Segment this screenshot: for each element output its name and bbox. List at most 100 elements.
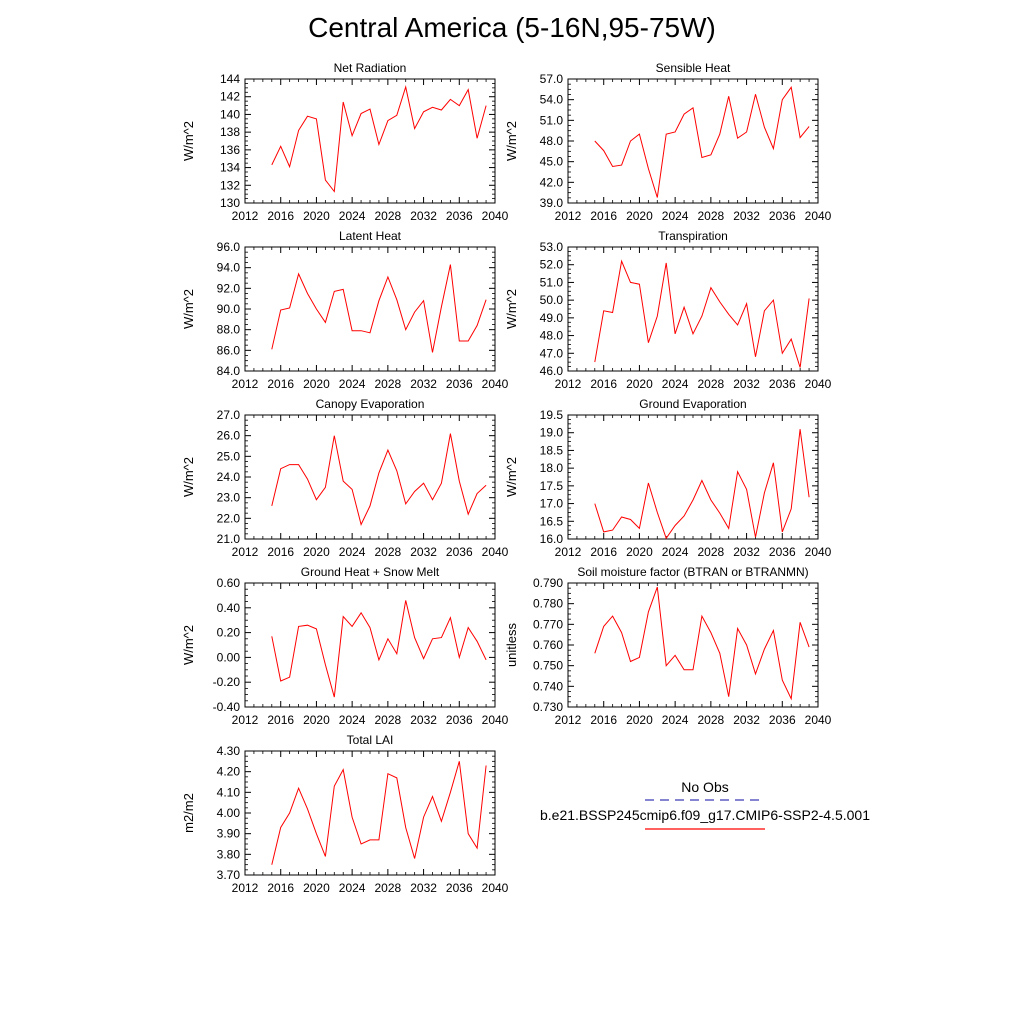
y-tick-label: 39.0	[540, 196, 564, 210]
x-tick-label: 2028	[375, 377, 402, 391]
x-tick-label: 2036	[446, 545, 473, 559]
x-tick-label: 2028	[375, 881, 402, 895]
y-tick-label: 48.0	[540, 134, 564, 148]
series-line	[594, 259, 810, 368]
y-tick-label: 53.0	[540, 240, 564, 254]
x-tick-label: 2036	[769, 545, 796, 559]
x-tick-label: 2012	[232, 209, 259, 223]
x-tick-label: 2032	[733, 713, 760, 727]
y-tick-label: 42.0	[540, 175, 564, 189]
y-tick-label: 48.0	[540, 329, 564, 343]
series-line	[594, 586, 810, 701]
y-tick-label: 96.0	[217, 240, 241, 254]
x-tick-label: 2020	[303, 713, 330, 727]
legend: No Obs b.e21.BSSP245cmip6.f09_g17.CMIP6-…	[540, 779, 870, 830]
y-tick-label: 51.0	[540, 113, 564, 127]
y-tick-label: 84.0	[217, 364, 241, 378]
x-tick-label: 2032	[733, 209, 760, 223]
y-tick-label: 47.0	[540, 346, 564, 360]
y-tick-label: 0.790	[533, 576, 563, 590]
x-tick-label: 2028	[375, 545, 402, 559]
x-tick-label: 2012	[232, 881, 259, 895]
x-tick-label: 2024	[662, 713, 689, 727]
y-axis-label: W/m^2	[504, 121, 519, 161]
x-tick-label: 2016	[267, 209, 294, 223]
x-tick-label: 2016	[590, 545, 617, 559]
chart-panel-1: 2012 2016 2020 2024 2028 2032 2036 2040 130 132 13…	[181, 61, 509, 223]
plot-frame	[244, 246, 496, 372]
y-tick-label: 45.0	[540, 155, 564, 169]
y-tick-label: -0.20	[213, 675, 241, 689]
y-tick-label: 54.0	[540, 93, 564, 107]
x-tick-label: 2036	[769, 209, 796, 223]
y-tick-label: 92.0	[217, 281, 241, 295]
panel-title: Total LAI	[347, 733, 394, 747]
y-axis-label: W/m^2	[181, 457, 196, 497]
x-tick-label: 2024	[339, 377, 366, 391]
x-tick-label: 2024	[339, 209, 366, 223]
x-tick-label: 2024	[339, 713, 366, 727]
x-tick-label: 2016	[267, 881, 294, 895]
y-tick-label: 21.0	[217, 532, 241, 546]
panel-title: Sensible Heat	[656, 61, 731, 75]
x-tick-label: 2036	[769, 377, 796, 391]
y-axis-label: W/m^2	[504, 289, 519, 329]
y-tick-label: 4.10	[217, 785, 241, 799]
panel-title: Ground Heat + Snow Melt	[301, 565, 440, 579]
panel-title: Ground Evaporation	[639, 397, 746, 411]
x-tick-label: 2040	[805, 377, 832, 391]
chart-panel-5: 2012 2016 2020 2024 2028 2032 2036 2040 21.0 22.0…	[181, 397, 509, 559]
y-tick-label: 90.0	[217, 302, 241, 316]
y-tick-label: 24.0	[217, 470, 241, 484]
plot-frame	[567, 582, 819, 708]
chart-panel-3: 2012 2016 2020 2024 2028 2032 2036 2040 84.0 86.0…	[181, 229, 509, 391]
y-axis-label: m2/m2	[181, 793, 196, 833]
x-tick-label: 2032	[733, 377, 760, 391]
x-tick-label: 2032	[410, 713, 437, 727]
y-tick-label: 27.0	[217, 408, 241, 422]
y-tick-label: 50.0	[540, 293, 564, 307]
x-tick-label: 2028	[698, 209, 725, 223]
x-tick-label: 2036	[446, 209, 473, 223]
y-tick-label: 16.5	[540, 514, 564, 528]
panel-title: Canopy Evaporation	[316, 397, 425, 411]
y-tick-label: 0.20	[217, 626, 241, 640]
y-axis-label: W/m^2	[504, 457, 519, 497]
x-tick-label: 2020	[626, 377, 653, 391]
plot-frame	[244, 78, 496, 204]
series-line	[271, 600, 487, 698]
x-tick-label: 2036	[446, 881, 473, 895]
panel-title: Transpiration	[658, 229, 728, 243]
y-tick-label: 51.0	[540, 275, 564, 289]
x-tick-label: 2028	[698, 545, 725, 559]
y-tick-label: 3.90	[217, 827, 241, 841]
x-tick-label: 2036	[769, 713, 796, 727]
y-axis-label: W/m^2	[181, 121, 196, 161]
y-tick-label: 136	[220, 143, 240, 157]
x-tick-label: 2040	[482, 713, 509, 727]
y-tick-label: 17.5	[540, 479, 564, 493]
y-tick-label: 144	[220, 72, 240, 86]
y-tick-label: 134	[220, 161, 240, 175]
y-tick-label: 138	[220, 125, 240, 139]
chart-panel-4: 2012 2016 2020 2024 2028 2032 2036 2040 46.0 47.0…	[504, 229, 832, 391]
panel-title: Soil moisture factor (BTRAN or BTRANMN)	[577, 565, 808, 579]
y-tick-label: 88.0	[217, 323, 241, 337]
x-tick-label: 2024	[662, 209, 689, 223]
series-line	[594, 86, 810, 198]
y-tick-label: 86.0	[217, 343, 241, 357]
x-tick-label: 2012	[232, 377, 259, 391]
x-tick-label: 2040	[482, 881, 509, 895]
y-tick-label: 4.20	[217, 765, 241, 779]
x-tick-label: 2028	[698, 377, 725, 391]
y-tick-label: 130	[220, 196, 240, 210]
y-tick-label: 19.0	[540, 426, 564, 440]
x-tick-label: 2032	[410, 545, 437, 559]
y-tick-label: 0.750	[533, 659, 563, 673]
y-tick-label: -0.40	[213, 700, 241, 714]
x-tick-label: 2020	[626, 209, 653, 223]
x-tick-label: 2012	[555, 377, 582, 391]
y-tick-label: 18.5	[540, 443, 564, 457]
y-tick-label: 17.0	[540, 497, 564, 511]
